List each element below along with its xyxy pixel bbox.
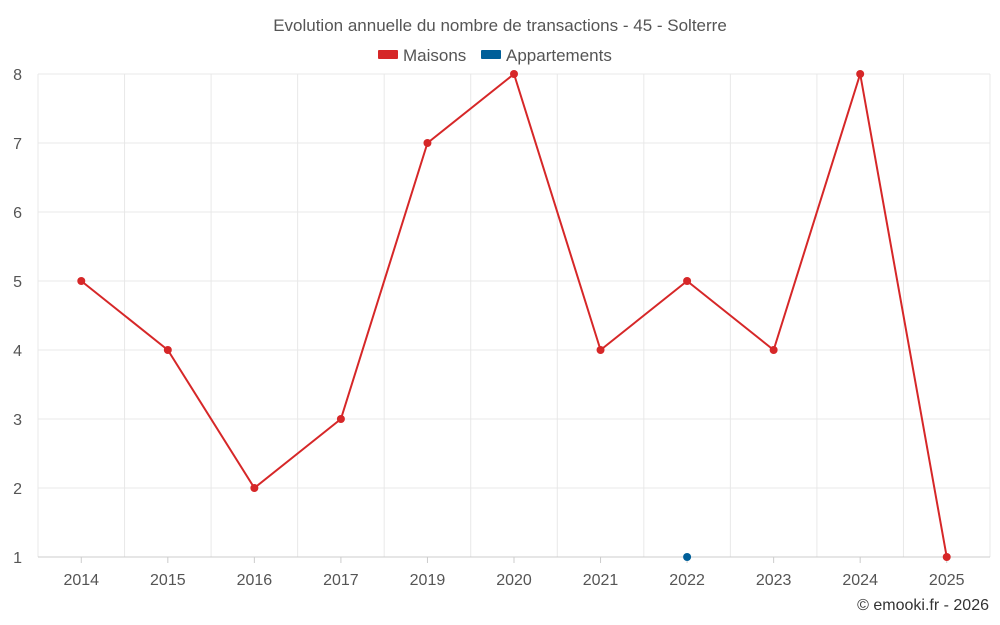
x-tick-label: 2024 xyxy=(842,572,878,589)
x-tick-label: 2014 xyxy=(63,572,99,589)
grid xyxy=(37,73,991,557)
x-tick-label: 2022 xyxy=(669,572,705,589)
data-point-maisons[interactable] xyxy=(510,70,518,78)
legend-label-maisons: Maisons xyxy=(403,46,466,65)
data-point-maisons[interactable] xyxy=(77,277,86,285)
y-axis: 1 2 3 4 5 6 7 8 xyxy=(13,67,22,567)
series-layer xyxy=(77,70,951,561)
x-tick-label: 2021 xyxy=(583,572,619,589)
x-tick-label: 2025 xyxy=(929,572,965,589)
y-tick-label: 7 xyxy=(13,136,22,153)
y-tick-label: 2 xyxy=(13,481,22,498)
data-point-maisons[interactable] xyxy=(596,346,605,354)
data-point-maisons[interactable] xyxy=(683,277,692,285)
data-point-appartements[interactable] xyxy=(683,553,692,561)
y-tick-label: 1 xyxy=(13,550,22,567)
legend-swatch-appartements xyxy=(481,50,501,59)
legend-swatch-maisons xyxy=(378,50,398,59)
legend-item-maisons[interactable]: Maisons xyxy=(378,46,466,65)
data-point-maisons[interactable] xyxy=(163,346,172,354)
y-tick-label: 4 xyxy=(13,343,22,360)
x-tick-label: 2017 xyxy=(323,572,359,589)
data-point-maisons[interactable] xyxy=(856,70,865,78)
legend: Maisons Appartements xyxy=(378,46,612,65)
x-tick-label: 2016 xyxy=(237,572,273,589)
chart-title: Evolution annuelle du nombre de transact… xyxy=(273,16,727,35)
y-tick-label: 3 xyxy=(13,412,22,429)
x-axis: 2014 2015 2016 2017 2019 2020 2021 2022 2023 2024… xyxy=(38,556,990,589)
x-tick-label: 2020 xyxy=(496,572,532,589)
x-tick-label: 2023 xyxy=(756,572,792,589)
legend-item-appartements[interactable]: Appartements xyxy=(481,46,612,65)
data-point-maisons[interactable] xyxy=(423,139,432,147)
y-tick-label: 8 xyxy=(13,67,22,84)
data-point-maisons[interactable] xyxy=(336,415,345,423)
y-tick-label: 5 xyxy=(13,274,22,291)
legend-label-appartements: Appartements xyxy=(506,46,612,65)
x-tick-label: 2019 xyxy=(410,572,446,589)
data-point-maisons[interactable] xyxy=(769,346,778,354)
data-point-maisons[interactable] xyxy=(250,484,259,492)
data-point-maisons[interactable] xyxy=(942,553,951,561)
x-tick-label: 2015 xyxy=(150,572,186,589)
credit-text: © emooki.fr - 2026 xyxy=(857,597,989,614)
y-tick-label: 6 xyxy=(13,205,22,222)
